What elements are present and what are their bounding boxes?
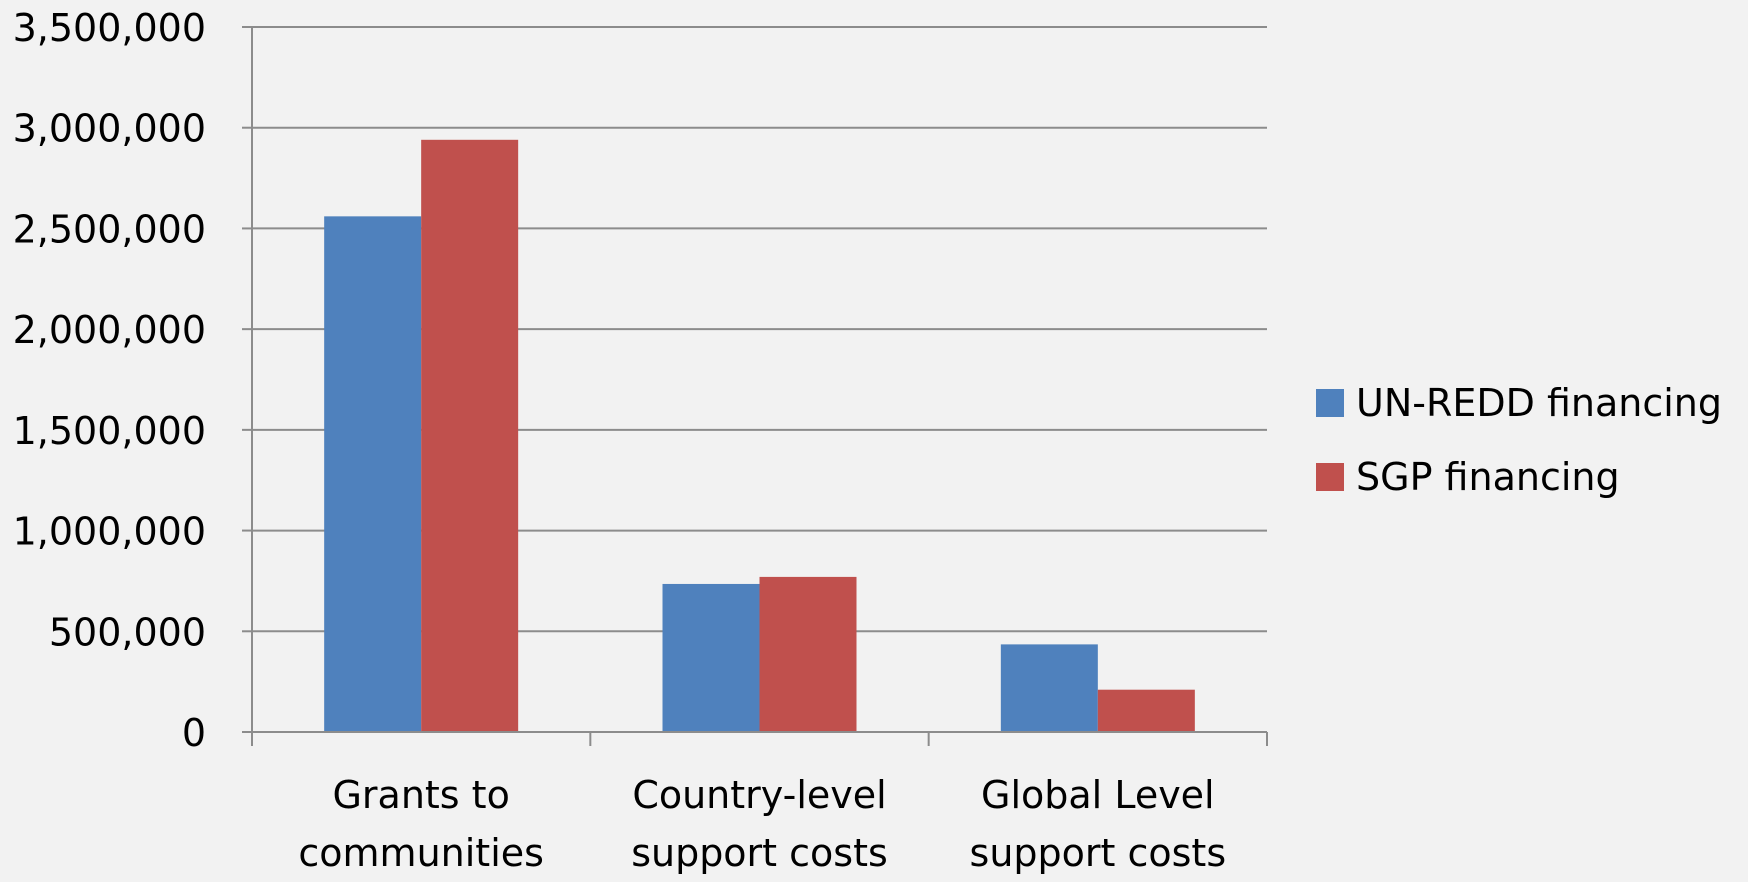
legend-label: SGP financing bbox=[1356, 455, 1620, 499]
y-tick-label: 2,500,000 bbox=[13, 207, 206, 251]
y-tick-label: 500,000 bbox=[49, 610, 206, 654]
y-tick-label: 2,000,000 bbox=[13, 308, 206, 352]
bar bbox=[324, 216, 422, 733]
x-tick-label: Grants to bbox=[332, 773, 509, 817]
axes bbox=[242, 26, 1268, 746]
y-tick-label: 0 bbox=[182, 711, 206, 755]
y-tick-label: 3,500,000 bbox=[13, 6, 206, 50]
x-tick-label: Global Level bbox=[981, 773, 1215, 817]
x-tick-labels: Grants to communities Country-level support… bbox=[298, 773, 1226, 875]
y-tick-label: 3,000,000 bbox=[13, 107, 206, 151]
x-tick-label: support costs bbox=[970, 831, 1227, 875]
x-tick-label: communities bbox=[298, 831, 544, 875]
bar bbox=[1097, 689, 1195, 732]
legend-swatch bbox=[1316, 389, 1344, 417]
y-tick-labels: 0 500,000 1,000,000 1,500,000 2,000,000 2,500… bbox=[13, 6, 206, 755]
x-tick-label: support costs bbox=[631, 831, 888, 875]
bar bbox=[759, 576, 857, 732]
bar bbox=[662, 583, 760, 732]
bar bbox=[1000, 644, 1098, 732]
bars bbox=[324, 139, 1195, 733]
bar bbox=[421, 139, 519, 733]
x-tick-label: Country-level bbox=[632, 773, 886, 817]
legend: UN-REDD financing SGP financing bbox=[1316, 381, 1722, 499]
y-tick-label: 1,500,000 bbox=[13, 409, 206, 453]
legend-label: UN-REDD financing bbox=[1356, 381, 1722, 425]
y-tick-label: 1,000,000 bbox=[13, 510, 206, 554]
legend-swatch bbox=[1316, 463, 1344, 491]
